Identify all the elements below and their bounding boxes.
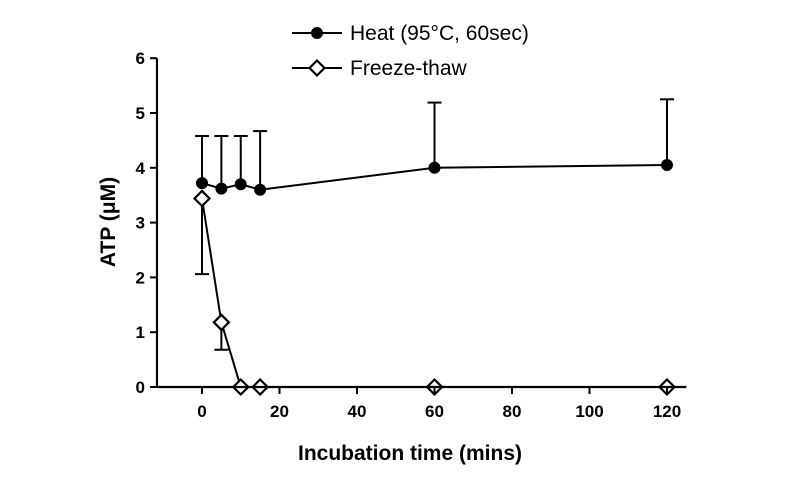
y-tick-label: 5 [136, 104, 145, 123]
data-point [215, 182, 228, 195]
x-tick-label: 100 [575, 402, 603, 421]
x-tick-label: 20 [270, 402, 289, 421]
legend-marker [307, 58, 327, 78]
data-point [192, 189, 212, 208]
legend-marker [311, 27, 323, 39]
y-tick-label: 2 [136, 268, 145, 287]
y-axis-title: ATP (μM) [97, 177, 120, 267]
x-axis-title: Incubation time (mins) [298, 442, 522, 465]
axes [155, 58, 687, 389]
data-point [254, 183, 267, 196]
data-point [428, 161, 441, 174]
legend-item-heat: Heat (95°C, 60sec) [292, 22, 529, 45]
x-tick-label: 0 [197, 402, 206, 421]
data-point [234, 178, 247, 191]
y-tick-label: 4 [136, 159, 146, 178]
legend-label-heat: Heat (95°C, 60sec) [350, 22, 529, 45]
x-tick-label: 120 [653, 402, 681, 421]
y-tick-label: 6 [136, 49, 145, 68]
x-tick-label: 80 [503, 402, 522, 421]
series-line-1 [201, 198, 667, 388]
legend: Heat (95°C, 60sec) Freeze-thaw [292, 22, 529, 80]
error-bars [195, 98, 674, 351]
data-point [196, 177, 208, 190]
data-point [661, 159, 673, 172]
series-layer [192, 159, 677, 397]
y-tick-label: 3 [136, 214, 145, 233]
x-tick-label: 40 [348, 402, 367, 421]
legend-label-freeze-thaw: Freeze-thaw [350, 57, 468, 80]
y-tick-label: 0 [136, 378, 145, 397]
data-point [212, 313, 231, 332]
x-tick-label: 60 [425, 402, 444, 421]
legend-item-freeze-thaw: Freeze-thaw [292, 57, 468, 80]
y-tick-label: 1 [136, 323, 145, 342]
